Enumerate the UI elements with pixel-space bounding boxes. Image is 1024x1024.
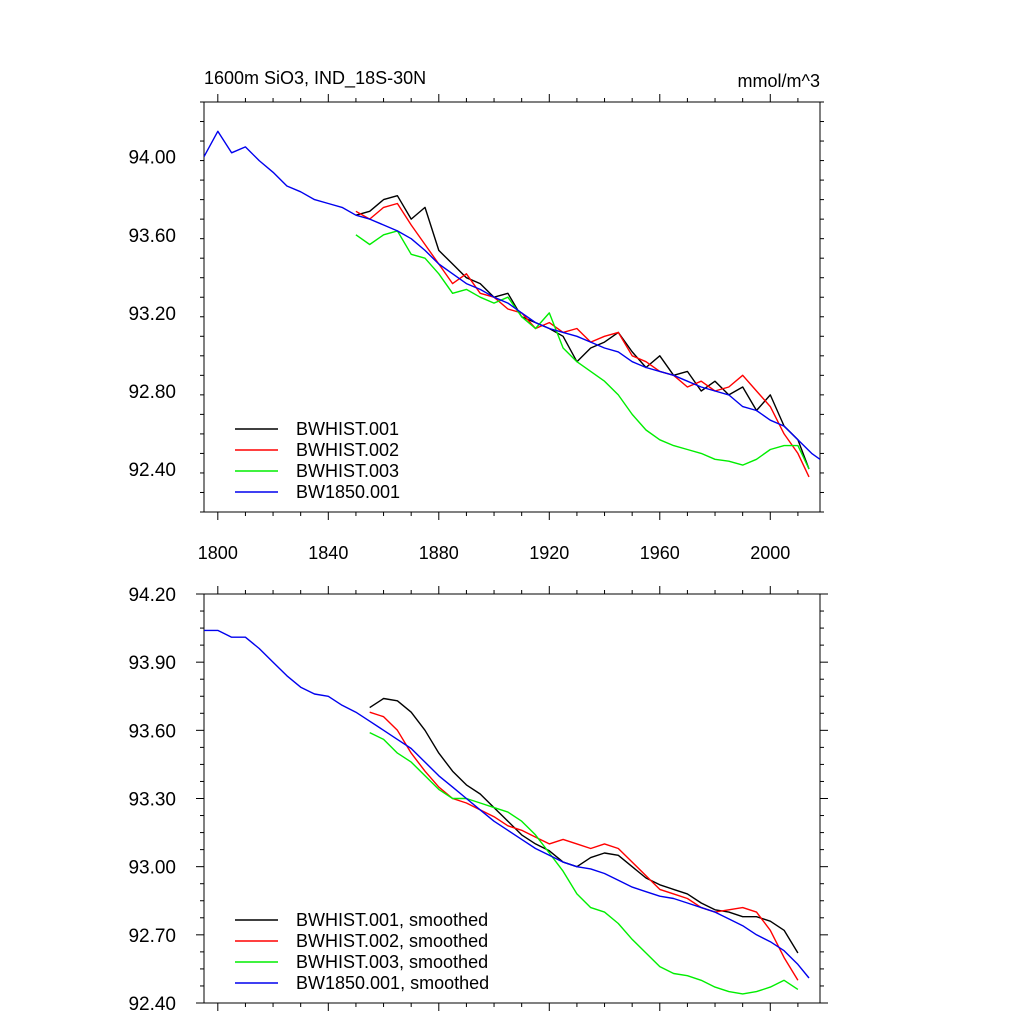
series-line-1 <box>355 194 810 470</box>
legend-label-3: BWHIST.003 <box>296 461 399 481</box>
y-tick-label: 93.00 <box>128 858 176 879</box>
y-tick-label: 93.60 <box>128 226 176 247</box>
x-tick-label: 2000 <box>750 543 790 563</box>
plot-frame <box>203 101 821 513</box>
x-tick-label: 1800 <box>198 543 238 563</box>
y-tick-label: 93.90 <box>128 653 176 674</box>
legend-label-4: BW1850.001 <box>296 482 400 502</box>
series-line-3 <box>355 230 810 470</box>
x-tick-label: 1840 <box>308 543 348 563</box>
panel-bottom: 92.40 92.70 93.00 93.30 93.60 93.90 94.20 BWHIS… <box>128 585 828 1015</box>
series-line-4 <box>204 629 810 979</box>
series-line-3 <box>369 731 799 995</box>
y-tick-label: 92.40 <box>128 994 176 1015</box>
y-tick-label: 93.60 <box>128 721 176 742</box>
series-line-2 <box>369 711 799 981</box>
x-tick-label: 1960 <box>640 543 680 563</box>
legend-label-2: BWHIST.002, smoothed <box>296 931 488 951</box>
legend-label-1: BWHIST.001, smoothed <box>296 910 488 930</box>
x-tick-label: 1920 <box>529 543 569 563</box>
legend-label-2: BWHIST.002 <box>296 440 399 460</box>
series-line-1 <box>369 697 799 954</box>
series-line-4 <box>204 130 820 460</box>
chart-title-left: 1600m SiO3, IND_18S-30N <box>204 68 426 89</box>
y-tick-label: 92.40 <box>128 460 176 481</box>
y-tick-label: 92.80 <box>128 382 176 403</box>
legend-label-3: BWHIST.003, smoothed <box>296 952 488 972</box>
y-tick-label: 93.20 <box>128 304 176 325</box>
x-tick-label: 1880 <box>419 543 459 563</box>
y-tick-label: 92.70 <box>128 926 176 947</box>
panel-top: 1600m SiO3, IND_18S-30N mmol/m^3 1800 184… <box>128 68 824 563</box>
series-line-2 <box>355 202 810 478</box>
legend-label-4: BW1850.001, smoothed <box>296 973 489 993</box>
y-tick-label: 94.00 <box>128 148 176 169</box>
legend-label-1: BWHIST.001 <box>296 419 399 439</box>
y-tick-label: 94.20 <box>128 585 176 606</box>
chart-units-label: mmol/m^3 <box>738 71 820 91</box>
y-tick-label: 93.30 <box>128 790 176 811</box>
